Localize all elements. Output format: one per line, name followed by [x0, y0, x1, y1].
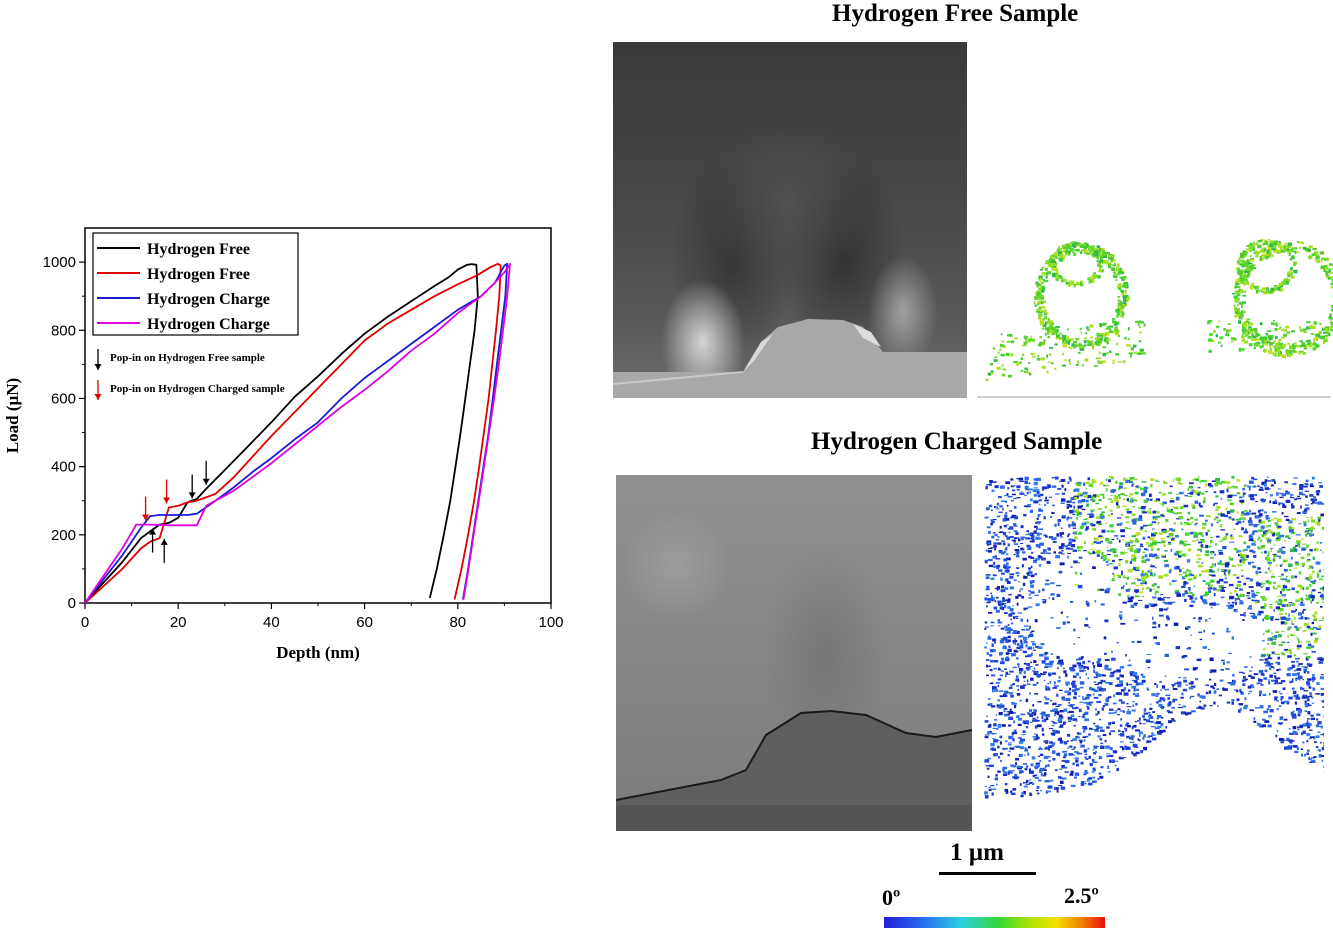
annotation-arrow-free-head: [94, 364, 102, 370]
legend-label-4: Hydrogen Charge: [147, 316, 270, 333]
series-line-2: [84, 262, 502, 604]
y-axis-label: Load (µN): [3, 378, 22, 453]
popin-marker-2-head: [202, 478, 210, 485]
series-line-3: [84, 262, 509, 604]
series-line-1: [84, 263, 479, 604]
colorbar-max-label: 2.5º: [1064, 883, 1099, 908]
legend-label-1: Hydrogen Free: [147, 241, 250, 258]
popin-marker-4-head: [149, 528, 157, 535]
scale-bar: [939, 872, 1036, 875]
y-tick-label: 600: [51, 390, 76, 407]
x-tick-label: 100: [538, 614, 563, 631]
x-tick-label: 60: [356, 614, 373, 631]
x-axis-label: Depth (nm): [276, 643, 360, 662]
hydrogen-free-title: Hydrogen Free Sample: [832, 0, 1079, 27]
scale-bar-label: 1 µm: [950, 839, 1004, 866]
legend-label-3: Hydrogen Charge: [147, 291, 270, 308]
y-tick-label: 800: [51, 322, 76, 339]
ebsd-map-hydrogen-charged: [984, 476, 1324, 799]
y-tick-label: 400: [51, 459, 76, 476]
misorientation-colorbar: [884, 917, 1105, 928]
popin-marker-6-head: [163, 497, 171, 504]
colorbar-min-label: 0º: [882, 885, 901, 910]
series-line-4: [84, 262, 511, 604]
popin-marker-3-head: [160, 538, 168, 545]
x-tick-label: 80: [449, 614, 466, 631]
popin-marker-5-head: [142, 514, 150, 521]
ebsd-map-hydrogen-free: [977, 238, 1333, 398]
legend-box: [92, 232, 299, 336]
y-tick-label: 1000: [43, 254, 76, 271]
tem-image-hydrogen-charged: [616, 475, 972, 831]
x-tick-label: 0: [81, 614, 89, 631]
tem-image-hydrogen-free: [613, 42, 967, 398]
legend-label-2: Hydrogen Free: [147, 266, 250, 283]
annotation-arrow-charged-head: [94, 394, 102, 400]
annotation-text-free: Pop-in on Hydrogen Free sample: [110, 352, 265, 364]
popin-marker-1-head: [188, 492, 196, 499]
y-tick-label: 0: [68, 595, 76, 612]
x-tick-label: 20: [170, 614, 187, 631]
hydrogen-charged-title: Hydrogen Charged Sample: [811, 428, 1103, 455]
y-tick-label: 200: [51, 527, 76, 544]
annotation-text-charged: Pop-in on Hydrogen Charged sample: [110, 383, 285, 395]
x-tick-label: 40: [263, 614, 280, 631]
